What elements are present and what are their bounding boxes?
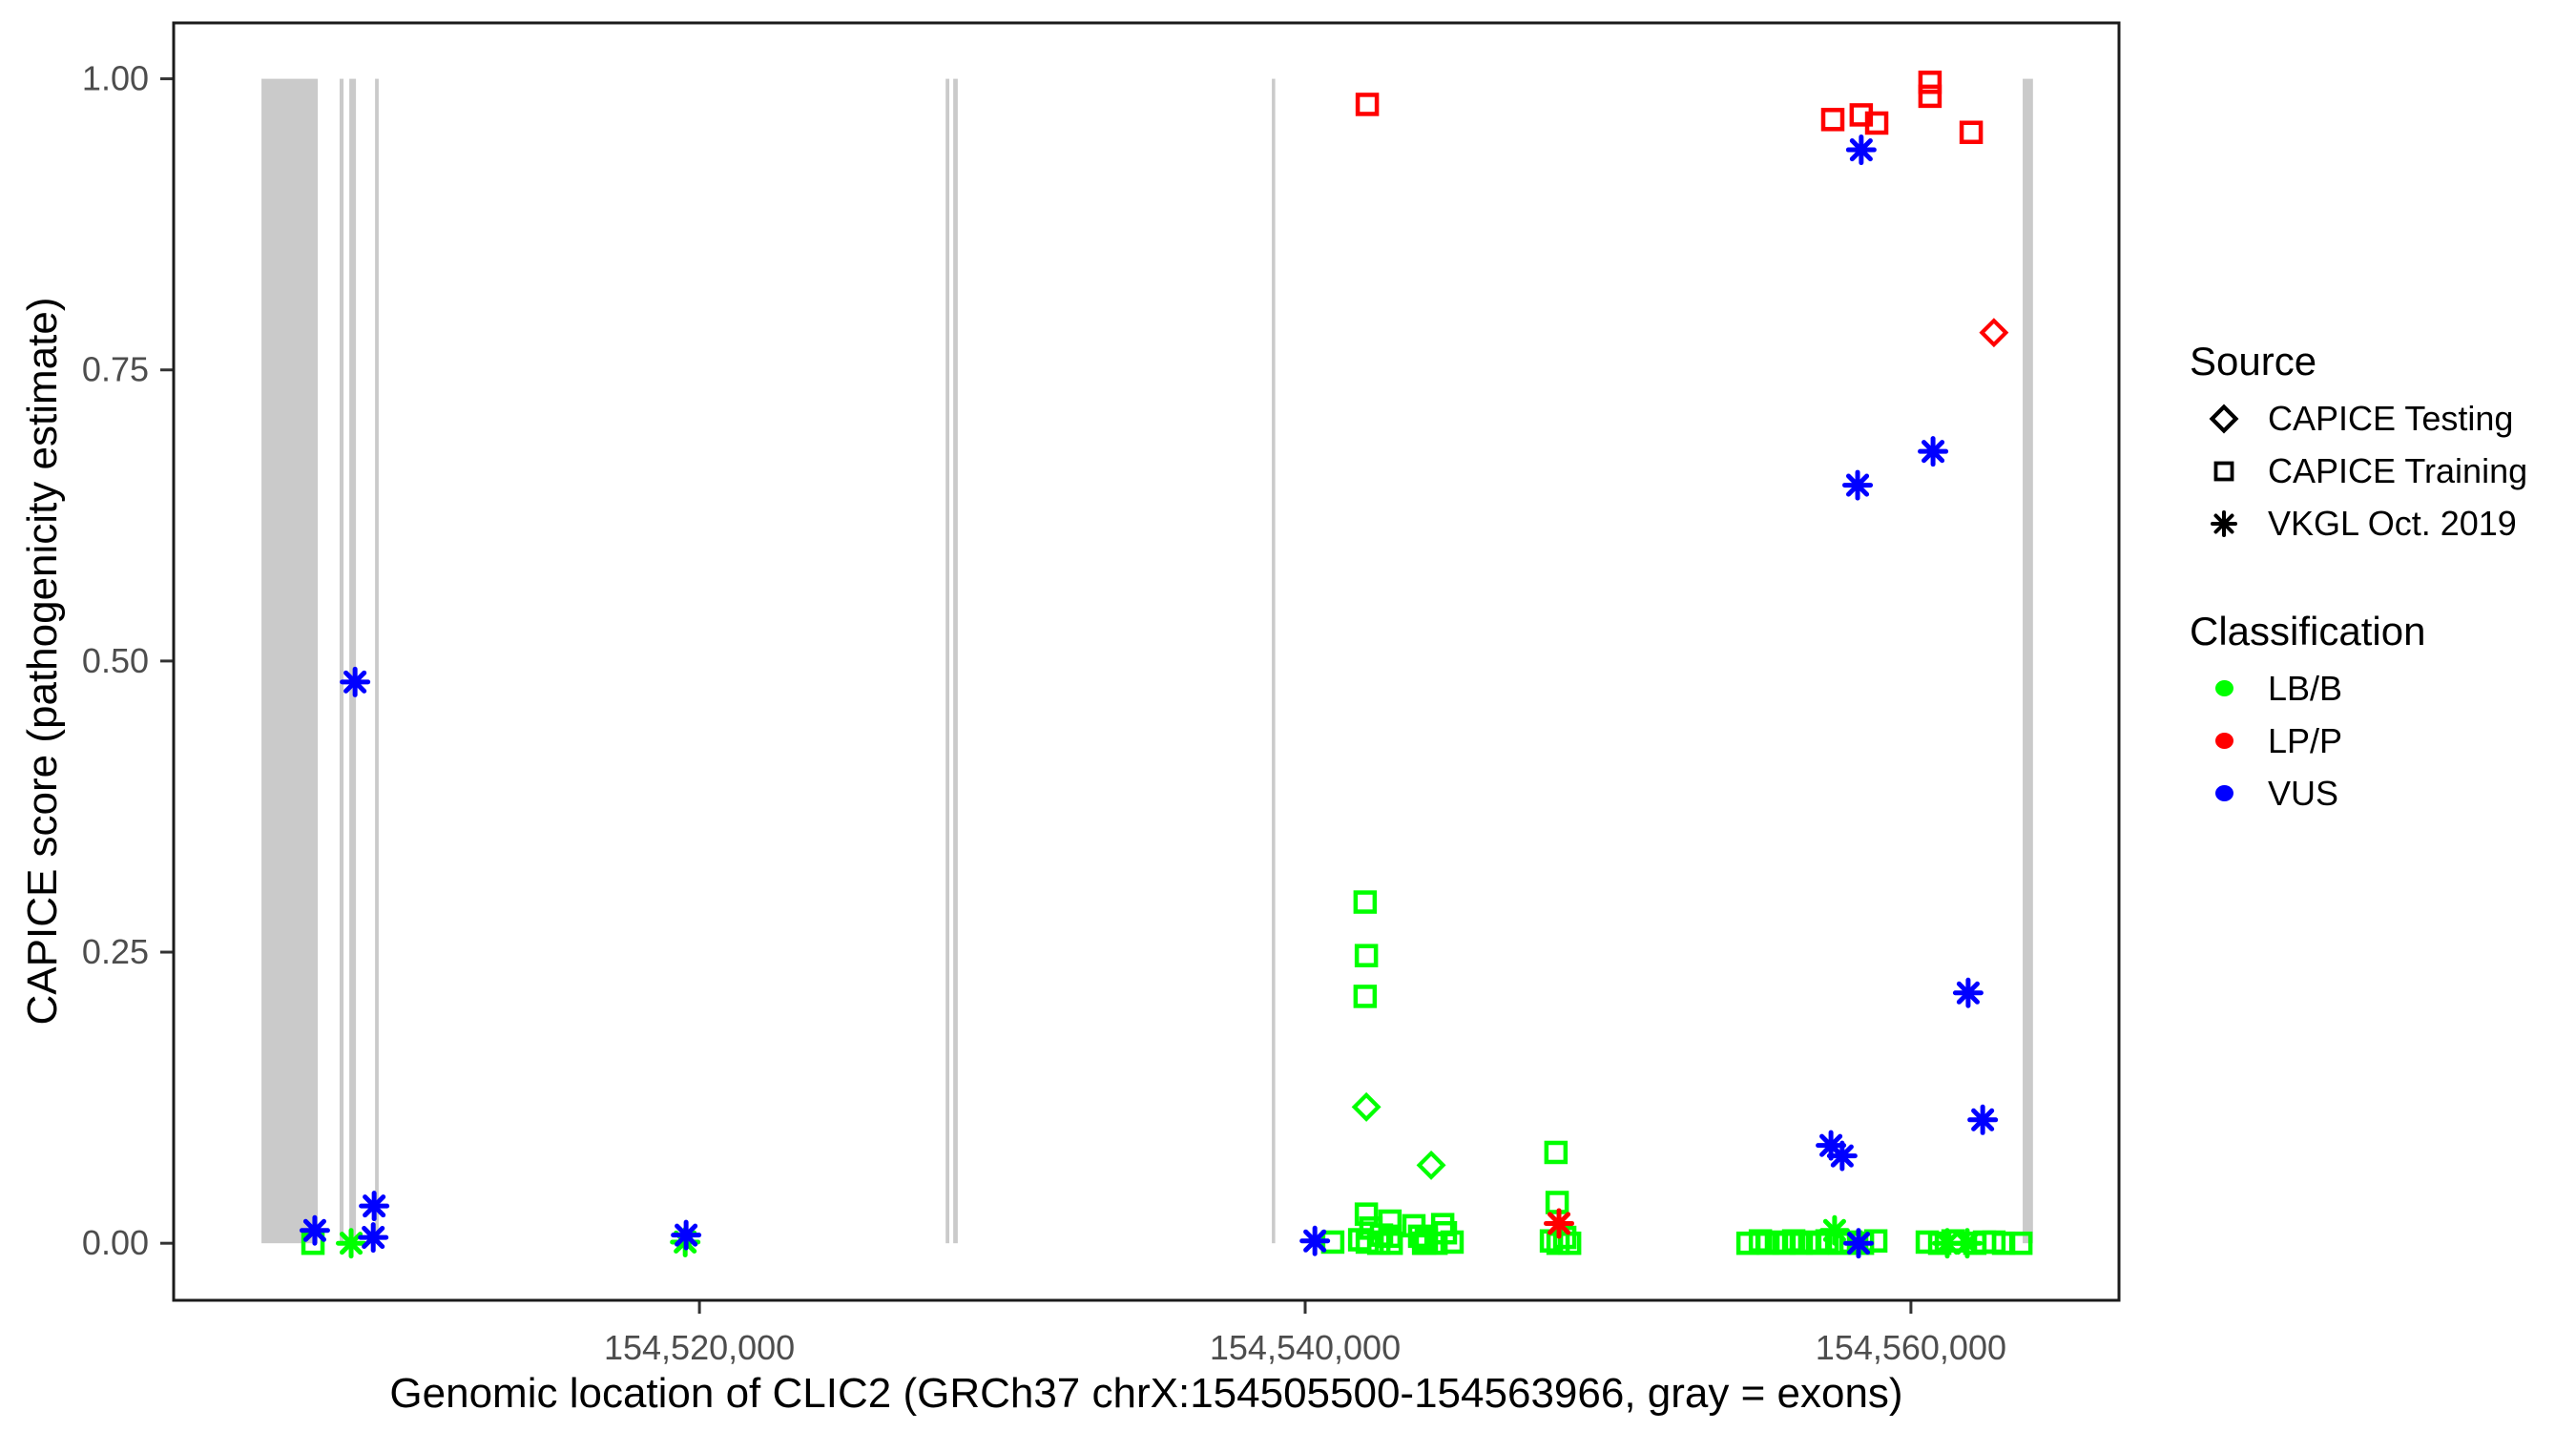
legend: Source CAPICE Testing CAPICE Training [2190,339,2571,819]
legend-source-title: Source [2190,339,2317,384]
data-point [1918,84,1942,109]
data-point [1822,1218,1846,1242]
data-point [1956,981,1980,1005]
y-tick-label: 0.25 [82,932,149,971]
legend-item-label: CAPICE Testing [2268,398,2514,438]
legend-item-lbb: LB/B [2190,662,2571,715]
data-point [1918,71,1942,94]
exon-band [953,78,958,1244]
data-point [1544,1140,1568,1165]
data-point [363,1194,386,1218]
data-point [1379,1231,1403,1255]
x-tick-label: 154,540,000 [1210,1328,1401,1367]
data-point [1971,1108,1995,1131]
data-point [1353,985,1378,1008]
exon-band [339,78,344,1244]
exon-band [349,78,357,1244]
data-point [1351,1091,1381,1122]
legend-item-vkgl: VKGL Oct. 2019 [2190,497,2571,550]
exon-band [1272,78,1276,1244]
square-icon [2190,448,2258,494]
data-point [1353,890,1378,914]
y-axis-title: CAPICE score (pathogenicity estimate) [19,297,66,1026]
data-point [1959,120,1984,144]
x-tick-label: 154,520,000 [604,1328,795,1367]
data-point [2008,1231,2033,1255]
data-point [1440,1230,1465,1255]
y-tick-label: 1.00 [82,59,149,98]
data-point [1355,93,1380,116]
data-point [1982,1230,2006,1255]
panel-border [172,21,2121,1302]
y-tick-label: 0.00 [82,1223,149,1262]
data-point [1922,440,1945,464]
data-point [1416,1150,1446,1180]
legend-item-label: VUS [2268,773,2339,813]
exon-band [375,78,379,1244]
legend-classification-title: Classification [2190,609,2426,653]
legend-item-label: LB/B [2268,668,2343,708]
data-point [1354,944,1379,967]
exon-band [261,78,319,1244]
data-point [1935,1232,1960,1255]
legend-item-lpp: LP/P [2190,715,2571,767]
data-point [1547,1212,1571,1235]
data-point [1864,111,1889,135]
diamond-icon [2190,396,2258,442]
data-point [1820,108,1845,132]
data-point [1378,1209,1402,1234]
data-point [1955,1232,1980,1255]
data-point [1819,1133,1843,1157]
legend-item-capice-testing: CAPICE Testing [2190,392,2571,445]
exon-band [945,78,949,1244]
data-point [343,670,367,694]
x-tick-label: 154,560,000 [1816,1328,2006,1367]
data-point [1407,1224,1432,1249]
data-point [1846,1232,1871,1255]
data-point [1830,1144,1854,1168]
legend-item-vus: VUS [2190,767,2571,819]
data-point [302,1218,326,1242]
data-point [1354,1202,1379,1226]
legend-item-label: LP/P [2268,720,2343,760]
y-tick-label: 0.75 [82,350,149,389]
data-point [1849,137,1873,162]
legend-item-capice-training: CAPICE Training [2190,445,2571,497]
x-axis-title: Genomic location of CLIC2 (GRCh37 chrX:1… [389,1370,1903,1417]
lpp-dot-icon [2190,733,2258,749]
legend-item-label: VKGL Oct. 2019 [2268,503,2517,543]
y-tick-label: 0.50 [82,641,149,680]
asterisk-icon [2190,501,2258,547]
vus-dot-icon [2190,785,2258,801]
data-point [362,1226,385,1250]
data-point [1303,1229,1327,1253]
legend-item-label: CAPICE Training [2268,450,2528,490]
data-point [1979,318,2009,348]
lbb-dot-icon [2190,680,2258,696]
data-point [675,1223,698,1247]
data-point [1845,473,1870,497]
exon-band [2023,78,2033,1244]
legend-gap [2190,550,2571,609]
data-point [1411,1231,1436,1255]
data-point [339,1232,364,1255]
